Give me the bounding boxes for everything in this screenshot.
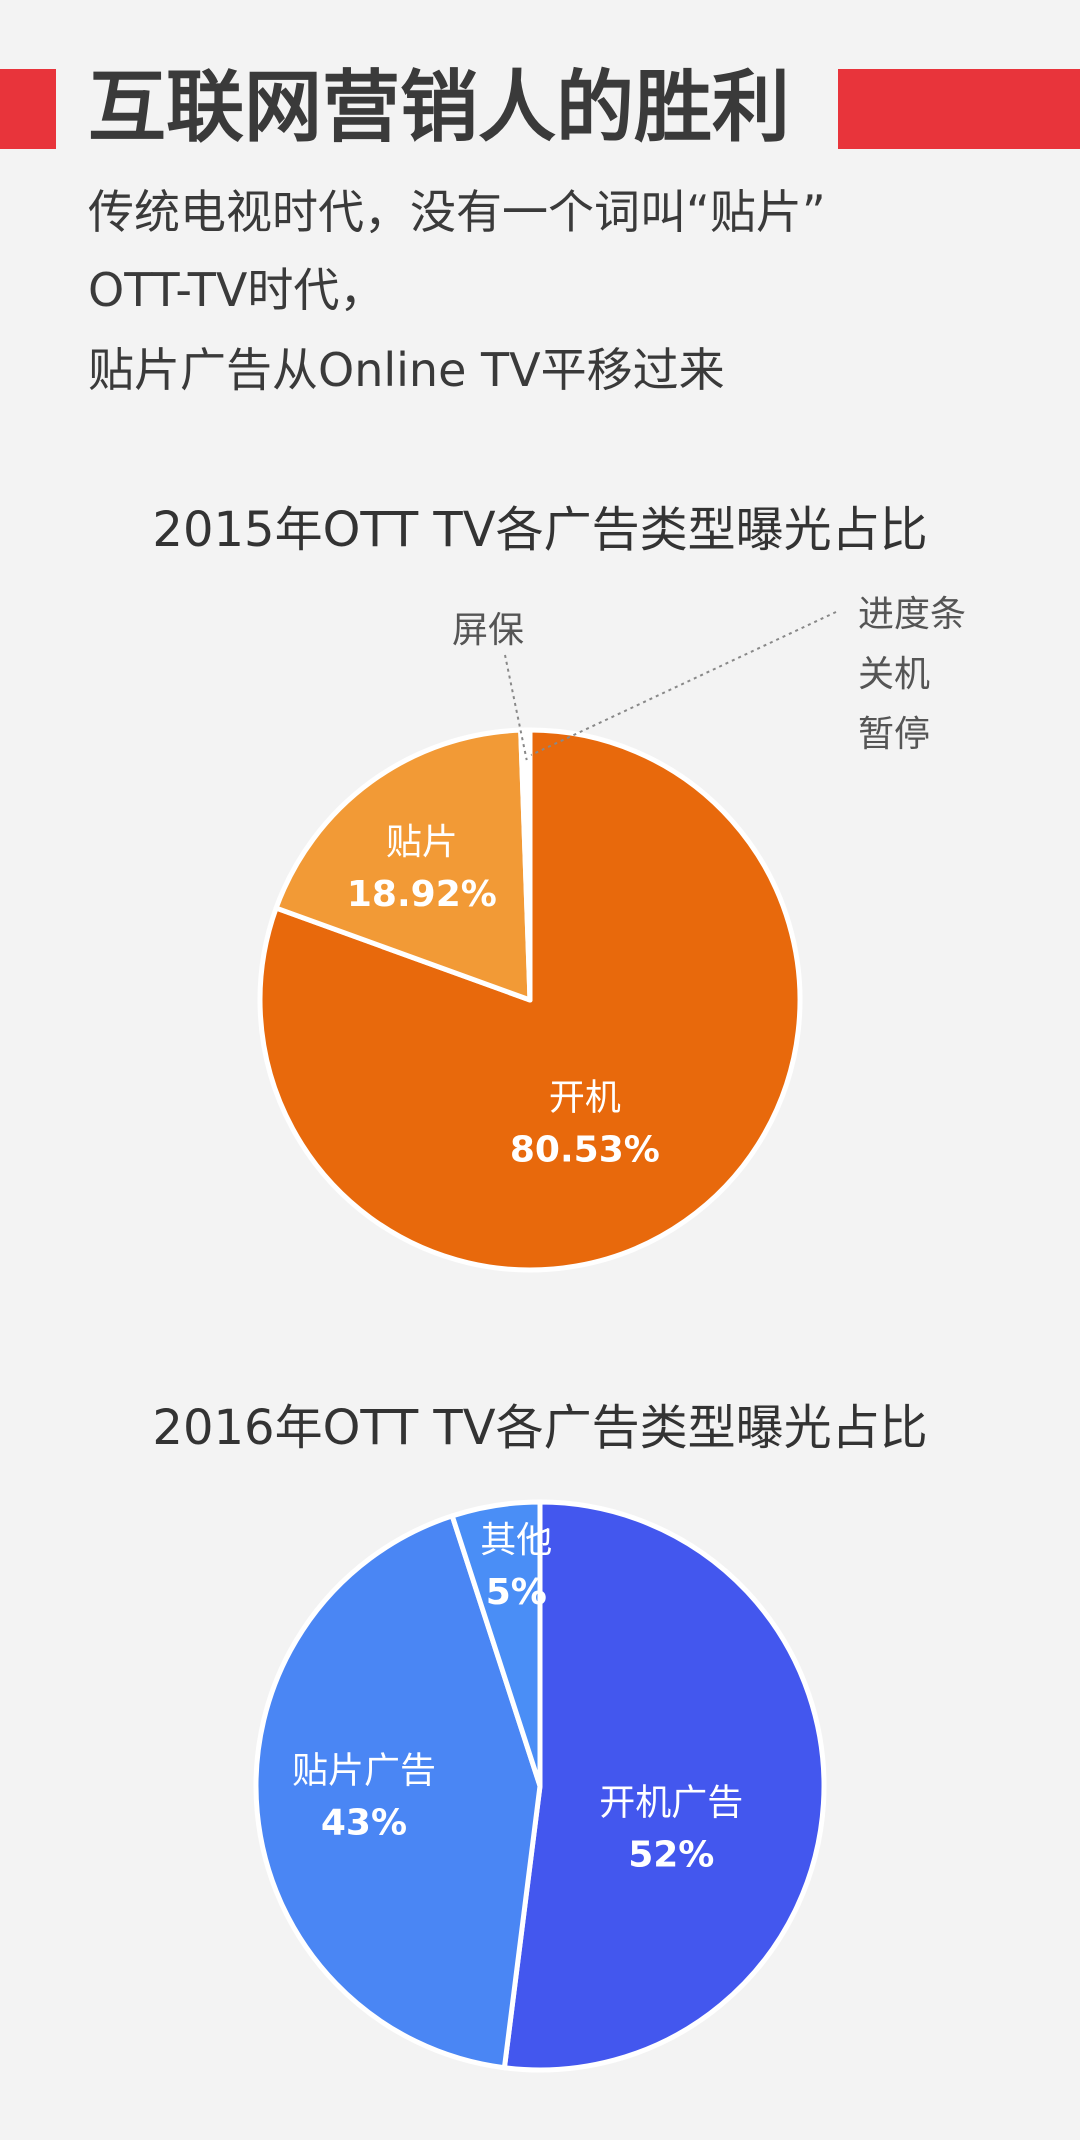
pie-slice-1-2 bbox=[449, 1499, 543, 1789]
slice-value-0-1: 18.92% bbox=[347, 874, 497, 915]
slice-label-0-0: 开机 bbox=[549, 1077, 621, 1118]
slice-value-1-1: 43% bbox=[321, 1802, 407, 1843]
subtitle-line-1: 传统电视时代，没有一个词叫“贴片” bbox=[88, 185, 826, 239]
chart-2015-title: 2015年OTT TV各广告类型曝光占比 bbox=[152, 502, 928, 558]
pie-slice-0-3 bbox=[523, 727, 533, 1003]
external-label-0: 屏保 bbox=[452, 610, 524, 651]
title-accent-bar-left bbox=[0, 69, 56, 149]
chart-2016-title: 2016年OTT TV各广告类型曝光占比 bbox=[152, 1400, 928, 1456]
title-accent-bar-right bbox=[838, 69, 1080, 149]
slice-value-0-0: 80.53% bbox=[510, 1129, 660, 1170]
slice-value-1-2: 5% bbox=[486, 1572, 547, 1613]
subtitle-line-2: OTT-TV时代， bbox=[88, 263, 386, 317]
external-label-1: 进度条 bbox=[858, 594, 966, 635]
pie-slice-0-1 bbox=[273, 727, 533, 1003]
slice-label-1-0: 开机广告 bbox=[599, 1783, 743, 1824]
pie-slice-1-1 bbox=[253, 1513, 543, 2071]
leader-line-others bbox=[530, 611, 837, 756]
subtitle-line-3: 贴片广告从Online TV平移过来 bbox=[88, 343, 725, 397]
external-label-3: 暂停 bbox=[858, 714, 930, 755]
slice-value-1-0: 52% bbox=[628, 1835, 714, 1876]
slice-label-0-1: 贴片 bbox=[386, 822, 458, 863]
page-title: 互联网营销人的胜利 bbox=[88, 63, 791, 153]
external-label-2: 关机 bbox=[858, 654, 930, 695]
pie-slice-1-0 bbox=[501, 1499, 827, 2073]
slice-label-1-2: 其他 bbox=[480, 1520, 552, 1561]
slice-label-1-1: 贴片广告 bbox=[292, 1750, 436, 1791]
